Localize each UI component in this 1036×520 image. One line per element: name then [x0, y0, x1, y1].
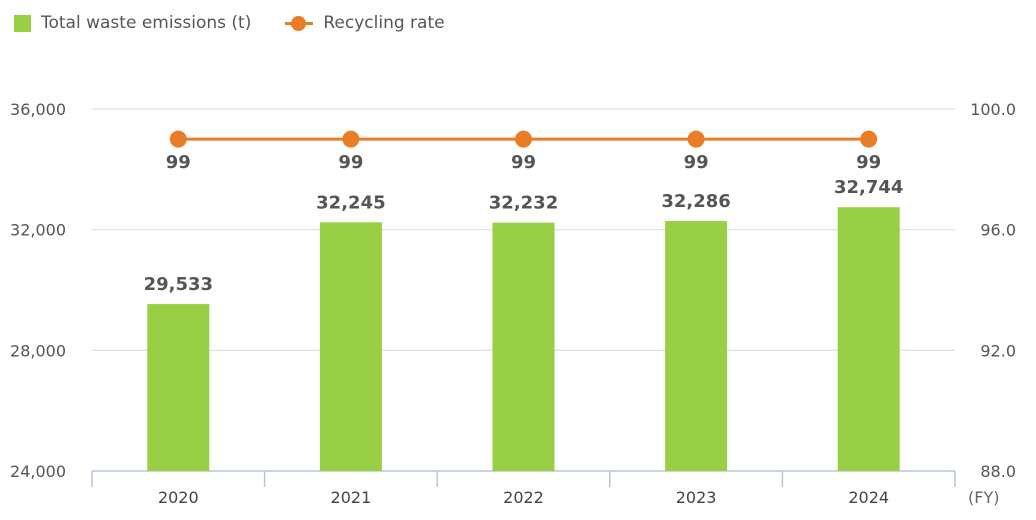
recycling-rate-point [515, 130, 532, 148]
y-right-tick-label: 92.0 [980, 341, 1016, 360]
bar-2024 [837, 207, 900, 472]
x-tick-label: 2020 [158, 488, 199, 507]
bar-value-label: 29,533 [144, 274, 213, 295]
legend-label-waste: Total waste emissions (t) [41, 13, 252, 33]
y-left-tick-label: 28,000 [10, 341, 66, 360]
recycling-rate-point [169, 130, 187, 148]
y-left-tick-label: 36,000 [10, 100, 66, 119]
legend-item-recycling: Recycling rate [285, 13, 445, 33]
bar-value-label: 32,744 [834, 177, 903, 198]
bar-2020 [147, 304, 210, 471]
legend-swatch-recycling [285, 15, 314, 32]
x-axis-unit: (FY) [968, 488, 999, 507]
y-left-tick-label: 24,000 [10, 462, 66, 481]
legend-swatch-waste [14, 14, 31, 32]
x-tick-label: 2022 [503, 488, 544, 507]
bar-value-label: 32,245 [316, 192, 385, 213]
bar-2022 [492, 222, 555, 471]
bar-2021 [319, 222, 382, 471]
y-right-tick-label: 96.0 [980, 221, 1016, 240]
line-value-label: 99 [511, 152, 536, 173]
y-right-tick-label: 88.0 [980, 462, 1016, 481]
legend-item-waste: Total waste emissions (t) [14, 13, 251, 33]
recycling-rate-point [687, 130, 705, 148]
chart-legend: Total waste emissions (t) Recycling rate [14, 10, 445, 36]
line-value-label: 99 [338, 152, 363, 173]
x-tick-label: 2021 [331, 488, 372, 507]
bar-2023 [665, 221, 728, 471]
line-value-label: 99 [166, 152, 191, 173]
bar-value-label: 32,232 [489, 193, 558, 214]
line-value-label: 99 [684, 152, 709, 173]
y-right-tick-label: 100.0 [970, 100, 1016, 119]
line-value-label: 99 [856, 152, 881, 173]
x-tick-label: 2024 [848, 488, 889, 507]
legend-label-recycling: Recycling rate [323, 13, 445, 33]
recycling-rate-point [342, 130, 360, 148]
recycling-rate-point [860, 130, 878, 148]
x-tick-label: 2023 [676, 488, 717, 507]
y-left-tick-label: 32,000 [10, 221, 66, 240]
bar-value-label: 32,286 [661, 191, 730, 212]
